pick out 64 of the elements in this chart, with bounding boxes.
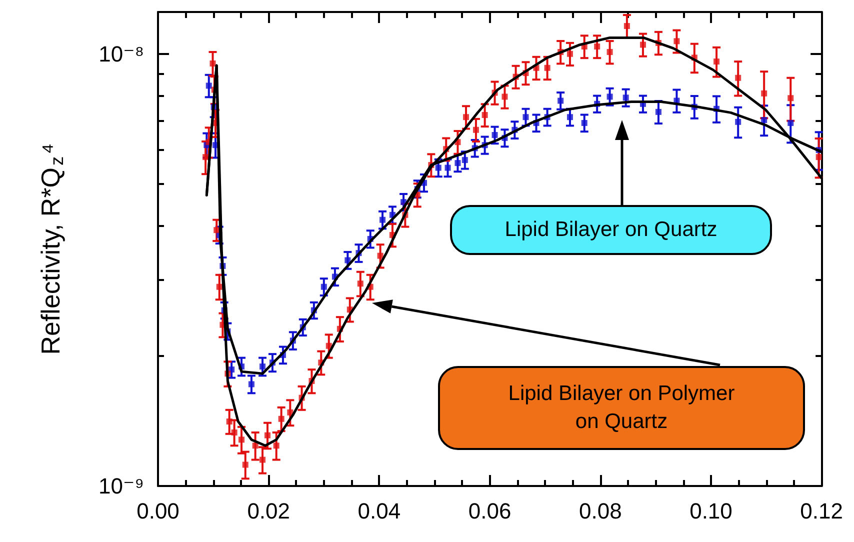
callout-box: Lipid Bilayer on Polymer on Quartz bbox=[438, 366, 805, 450]
point bbox=[674, 38, 680, 44]
x-tick-label: 0.06 bbox=[468, 498, 512, 524]
point bbox=[226, 418, 232, 425]
point bbox=[522, 114, 529, 120]
point bbox=[735, 74, 742, 81]
y-axis-title: Reflectivity, R*Qz⁴ bbox=[36, 143, 67, 355]
point bbox=[216, 284, 222, 290]
point bbox=[606, 49, 613, 56]
point bbox=[566, 50, 573, 57]
point bbox=[788, 95, 794, 102]
x-tick-label: 0.08 bbox=[578, 498, 622, 524]
point bbox=[210, 60, 216, 67]
point bbox=[761, 90, 768, 96]
point bbox=[816, 154, 822, 160]
point bbox=[454, 160, 461, 166]
x-tick-label: 0.00 bbox=[136, 498, 180, 524]
point bbox=[558, 98, 564, 104]
point bbox=[273, 442, 280, 449]
y-tick-label: 10⁻⁸ bbox=[98, 41, 144, 66]
point bbox=[502, 94, 508, 100]
point bbox=[214, 227, 220, 234]
point bbox=[544, 64, 550, 71]
point bbox=[624, 23, 630, 30]
point bbox=[566, 114, 573, 120]
point bbox=[238, 436, 244, 443]
point bbox=[714, 58, 720, 65]
point bbox=[444, 164, 451, 171]
point bbox=[463, 114, 470, 120]
annotation: Lipid Bilayer on Polymer on Quartz bbox=[507, 381, 736, 435]
point bbox=[278, 416, 284, 422]
point bbox=[735, 118, 742, 125]
callout-box: Lipid Bilayer on Quartz bbox=[450, 205, 772, 255]
point bbox=[380, 216, 386, 223]
x-tick-label: 0.12 bbox=[800, 498, 844, 524]
point bbox=[472, 126, 479, 133]
point bbox=[622, 94, 629, 101]
x-tick-label: 0.02 bbox=[247, 498, 290, 524]
point bbox=[260, 364, 266, 370]
point bbox=[482, 112, 488, 118]
y-tick-label: 10⁻⁹ bbox=[98, 474, 144, 498]
point bbox=[492, 132, 498, 138]
point bbox=[377, 252, 384, 259]
point bbox=[357, 280, 364, 287]
point bbox=[320, 284, 327, 290]
x-tick-label: 0.04 bbox=[358, 498, 401, 524]
point bbox=[264, 432, 270, 438]
point bbox=[206, 82, 212, 89]
point bbox=[344, 257, 351, 264]
x-tick-label: 0.10 bbox=[690, 498, 732, 524]
annotation: Lipid Bilayer on Quartz bbox=[504, 217, 718, 243]
point bbox=[462, 157, 468, 164]
point bbox=[655, 108, 662, 115]
point bbox=[606, 94, 613, 100]
point bbox=[242, 462, 248, 468]
point bbox=[248, 381, 254, 388]
point bbox=[640, 42, 646, 48]
point bbox=[252, 442, 258, 449]
point bbox=[287, 409, 294, 416]
point bbox=[594, 44, 600, 50]
point bbox=[435, 164, 442, 171]
point bbox=[231, 429, 238, 436]
point bbox=[581, 120, 588, 126]
point bbox=[260, 456, 266, 463]
